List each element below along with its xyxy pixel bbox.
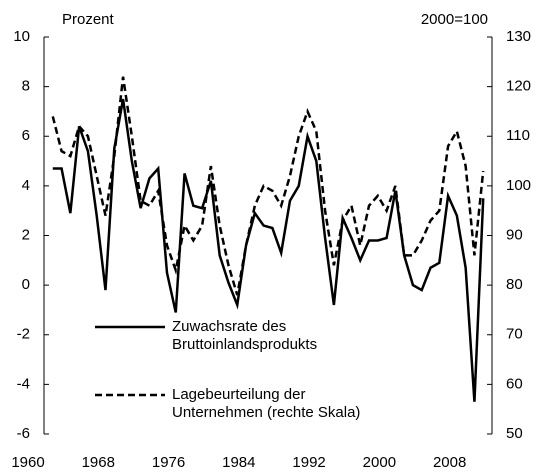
y-axis-label: Prozent xyxy=(62,11,115,28)
y-tick-label: 8 xyxy=(22,78,30,95)
y-tick-label: 2 xyxy=(22,226,30,243)
x-tick-label: 2008 xyxy=(433,454,466,471)
y2-axis-label: 2000=100 xyxy=(421,11,488,28)
legend-label: Lagebeurteilung der Unternehmen (rechte … xyxy=(172,386,361,421)
y-tick-label: 4 xyxy=(22,177,30,194)
y2-tick-label: 120 xyxy=(506,78,531,95)
x-tick-label: 1968 xyxy=(82,454,115,471)
x-tick-label: 1992 xyxy=(292,454,325,471)
y-tick-label: 6 xyxy=(22,127,30,144)
series-line xyxy=(51,76,485,296)
x-tick-label: 1960 xyxy=(11,454,44,471)
y-tick-label: -4 xyxy=(17,375,30,392)
x-tick-label: 2000 xyxy=(363,454,396,471)
y2-tick-label: 100 xyxy=(506,177,531,194)
y2-tick-label: 110 xyxy=(506,127,530,144)
x-tick-label: 1984 xyxy=(222,454,255,471)
y2-tick-label: 50 xyxy=(506,425,523,442)
y2-tick-label: 60 xyxy=(506,375,523,392)
y2-tick-label: 70 xyxy=(506,326,523,343)
x-tick-label: 1976 xyxy=(152,454,185,471)
y2-tick-label: 130 xyxy=(506,28,531,45)
y-tick-label: 10 xyxy=(13,28,30,45)
y-tick-label: -6 xyxy=(17,425,30,442)
y-tick-label: -2 xyxy=(17,326,30,343)
y-tick-label: 0 xyxy=(22,276,30,293)
y2-tick-label: 80 xyxy=(506,276,523,293)
legend-label: Zuwachsrate des Bruttoinlandsprodukts xyxy=(172,318,318,353)
series-line xyxy=(52,98,485,402)
y2-tick-label: 90 xyxy=(506,226,523,243)
